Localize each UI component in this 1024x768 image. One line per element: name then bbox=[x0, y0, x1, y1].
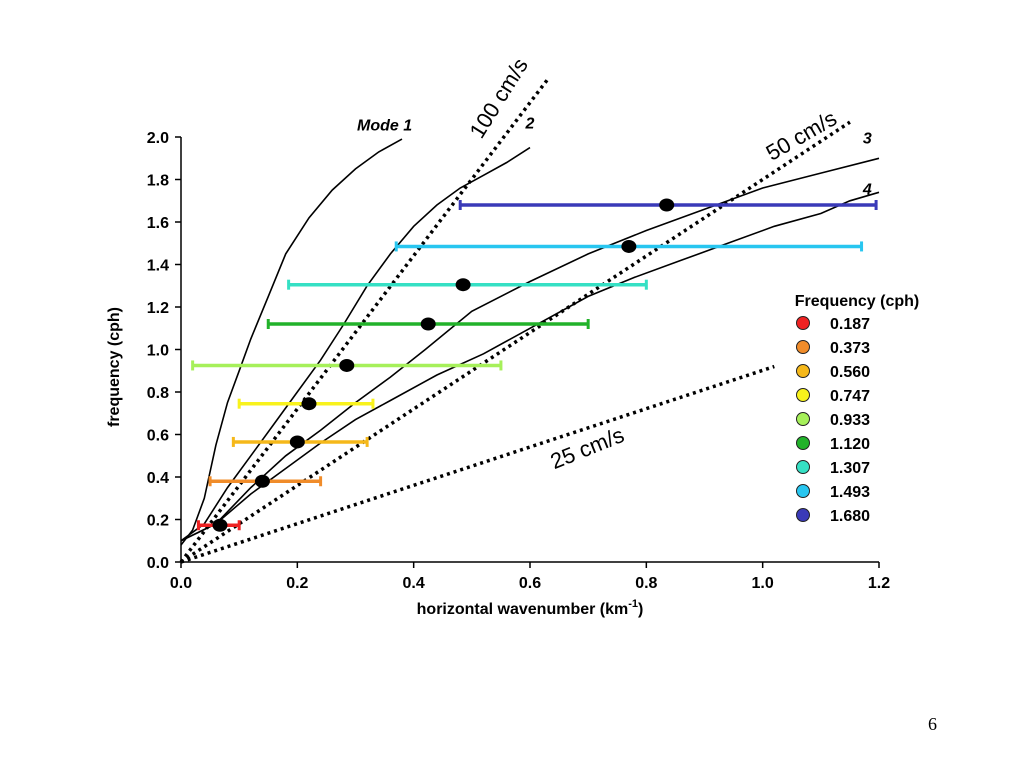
legend-label-1-680: 1.680 bbox=[830, 508, 870, 525]
mode-label-3: 3 bbox=[863, 130, 872, 147]
data-point-1-307 bbox=[455, 278, 471, 292]
mode-label-4: 4 bbox=[862, 181, 872, 198]
legend-marker-0-747 bbox=[796, 388, 810, 402]
x-tick-label-1-0: 1.0 bbox=[752, 575, 774, 592]
y-tick-label-0-4: 0.4 bbox=[147, 470, 169, 487]
legend-label-0-560: 0.560 bbox=[830, 364, 870, 381]
legend-label-0-373: 0.373 bbox=[830, 340, 870, 357]
mode-curve-2 bbox=[180, 146, 531, 542]
mode-curve-3 bbox=[180, 157, 880, 542]
x-axis-label: horizontal wavenumber (km-1) bbox=[417, 598, 644, 618]
legend-marker-0-187 bbox=[796, 316, 810, 330]
data-point-0-933 bbox=[339, 358, 355, 372]
legend-label-1-493: 1.493 bbox=[830, 484, 870, 501]
legend-label-0-747: 0.747 bbox=[830, 388, 870, 405]
legend-label-0-933: 0.933 bbox=[830, 412, 870, 429]
legend-marker-0-373 bbox=[796, 340, 810, 354]
mode-label-mode-1: Mode 1 bbox=[357, 118, 412, 135]
x-tick-label-0-8: 0.8 bbox=[635, 575, 657, 592]
x-axis-label-end: ) bbox=[638, 601, 643, 618]
y-tick-label-0-0: 0.0 bbox=[147, 555, 169, 572]
y-tick-label-1-2: 1.2 bbox=[147, 300, 169, 317]
legend-label-1-120: 1.120 bbox=[830, 436, 870, 453]
data-point-0-373 bbox=[254, 474, 270, 488]
data-point-0-187 bbox=[212, 518, 228, 532]
legend-marker-1-307 bbox=[796, 460, 810, 474]
legend-label-1-307: 1.307 bbox=[830, 460, 870, 477]
x-tick-label-1-2: 1.2 bbox=[868, 575, 890, 592]
page-number: 6 bbox=[928, 714, 937, 734]
speed-line-100-cm-s bbox=[179, 78, 549, 564]
speed-line-50-cm-s bbox=[180, 120, 851, 564]
x-axis-label-sup: -1 bbox=[628, 598, 638, 610]
x-tick-label-0-2: 0.2 bbox=[286, 575, 308, 592]
speed-label-100-cm-s: 100 cm/s bbox=[464, 54, 533, 143]
x-tick-label-0-4: 0.4 bbox=[403, 575, 425, 592]
y-tick-label-0-2: 0.2 bbox=[147, 513, 169, 530]
legend-marker-1-680 bbox=[796, 508, 810, 522]
legend-label-0-187: 0.187 bbox=[830, 316, 870, 333]
speed-label-50-cm-s: 50 cm/s bbox=[762, 105, 841, 165]
axes: 0.0 0.2 0.4 0.6 0.8 1.0 1.2 0.0 0.2 0.4 0.6 0.8 1.0 1… bbox=[147, 130, 890, 592]
speed-line-25-cm-s bbox=[180, 364, 775, 564]
y-tick-label-1-6: 1.6 bbox=[147, 215, 169, 232]
legend: Frequency (cph) 0.187 0.373 0.560 0.747 0.933… bbox=[795, 293, 919, 525]
legend-marker-1-120 bbox=[796, 436, 810, 450]
speed-lines bbox=[179, 78, 851, 564]
x-tick-label-0-0: 0.0 bbox=[170, 575, 192, 592]
x-axis-label-main: horizontal wavenumber (km bbox=[417, 601, 629, 618]
mode-label-2: 2 bbox=[525, 116, 535, 133]
y-tick-label-1-4: 1.4 bbox=[147, 258, 169, 275]
mode-curve-4 bbox=[180, 191, 880, 542]
data-point-1-680 bbox=[659, 198, 675, 212]
mode-curve-mode-1 bbox=[180, 138, 403, 546]
mode-curves bbox=[180, 138, 880, 546]
x-tick-label-0-6: 0.6 bbox=[519, 575, 541, 592]
y-tick-label-1-0: 1.0 bbox=[147, 343, 169, 360]
data-points bbox=[212, 198, 675, 532]
legend-marker-0-560 bbox=[796, 364, 810, 378]
y-tick-label-0-8: 0.8 bbox=[147, 385, 169, 402]
y-tick-label-0-6: 0.6 bbox=[147, 428, 169, 445]
y-tick-label-1-8: 1.8 bbox=[147, 173, 169, 190]
data-point-0-560 bbox=[289, 435, 305, 449]
data-point-1-493 bbox=[621, 239, 637, 253]
legend-marker-0-933 bbox=[796, 412, 810, 426]
y-axis-label: frequency (cph) bbox=[106, 307, 123, 427]
y-tick-label-2-0: 2.0 bbox=[147, 130, 169, 147]
data-point-0-747 bbox=[301, 397, 317, 411]
legend-marker-1-493 bbox=[796, 484, 810, 498]
legend-title: Frequency (cph) bbox=[795, 293, 919, 310]
data-point-1-120 bbox=[420, 317, 436, 331]
